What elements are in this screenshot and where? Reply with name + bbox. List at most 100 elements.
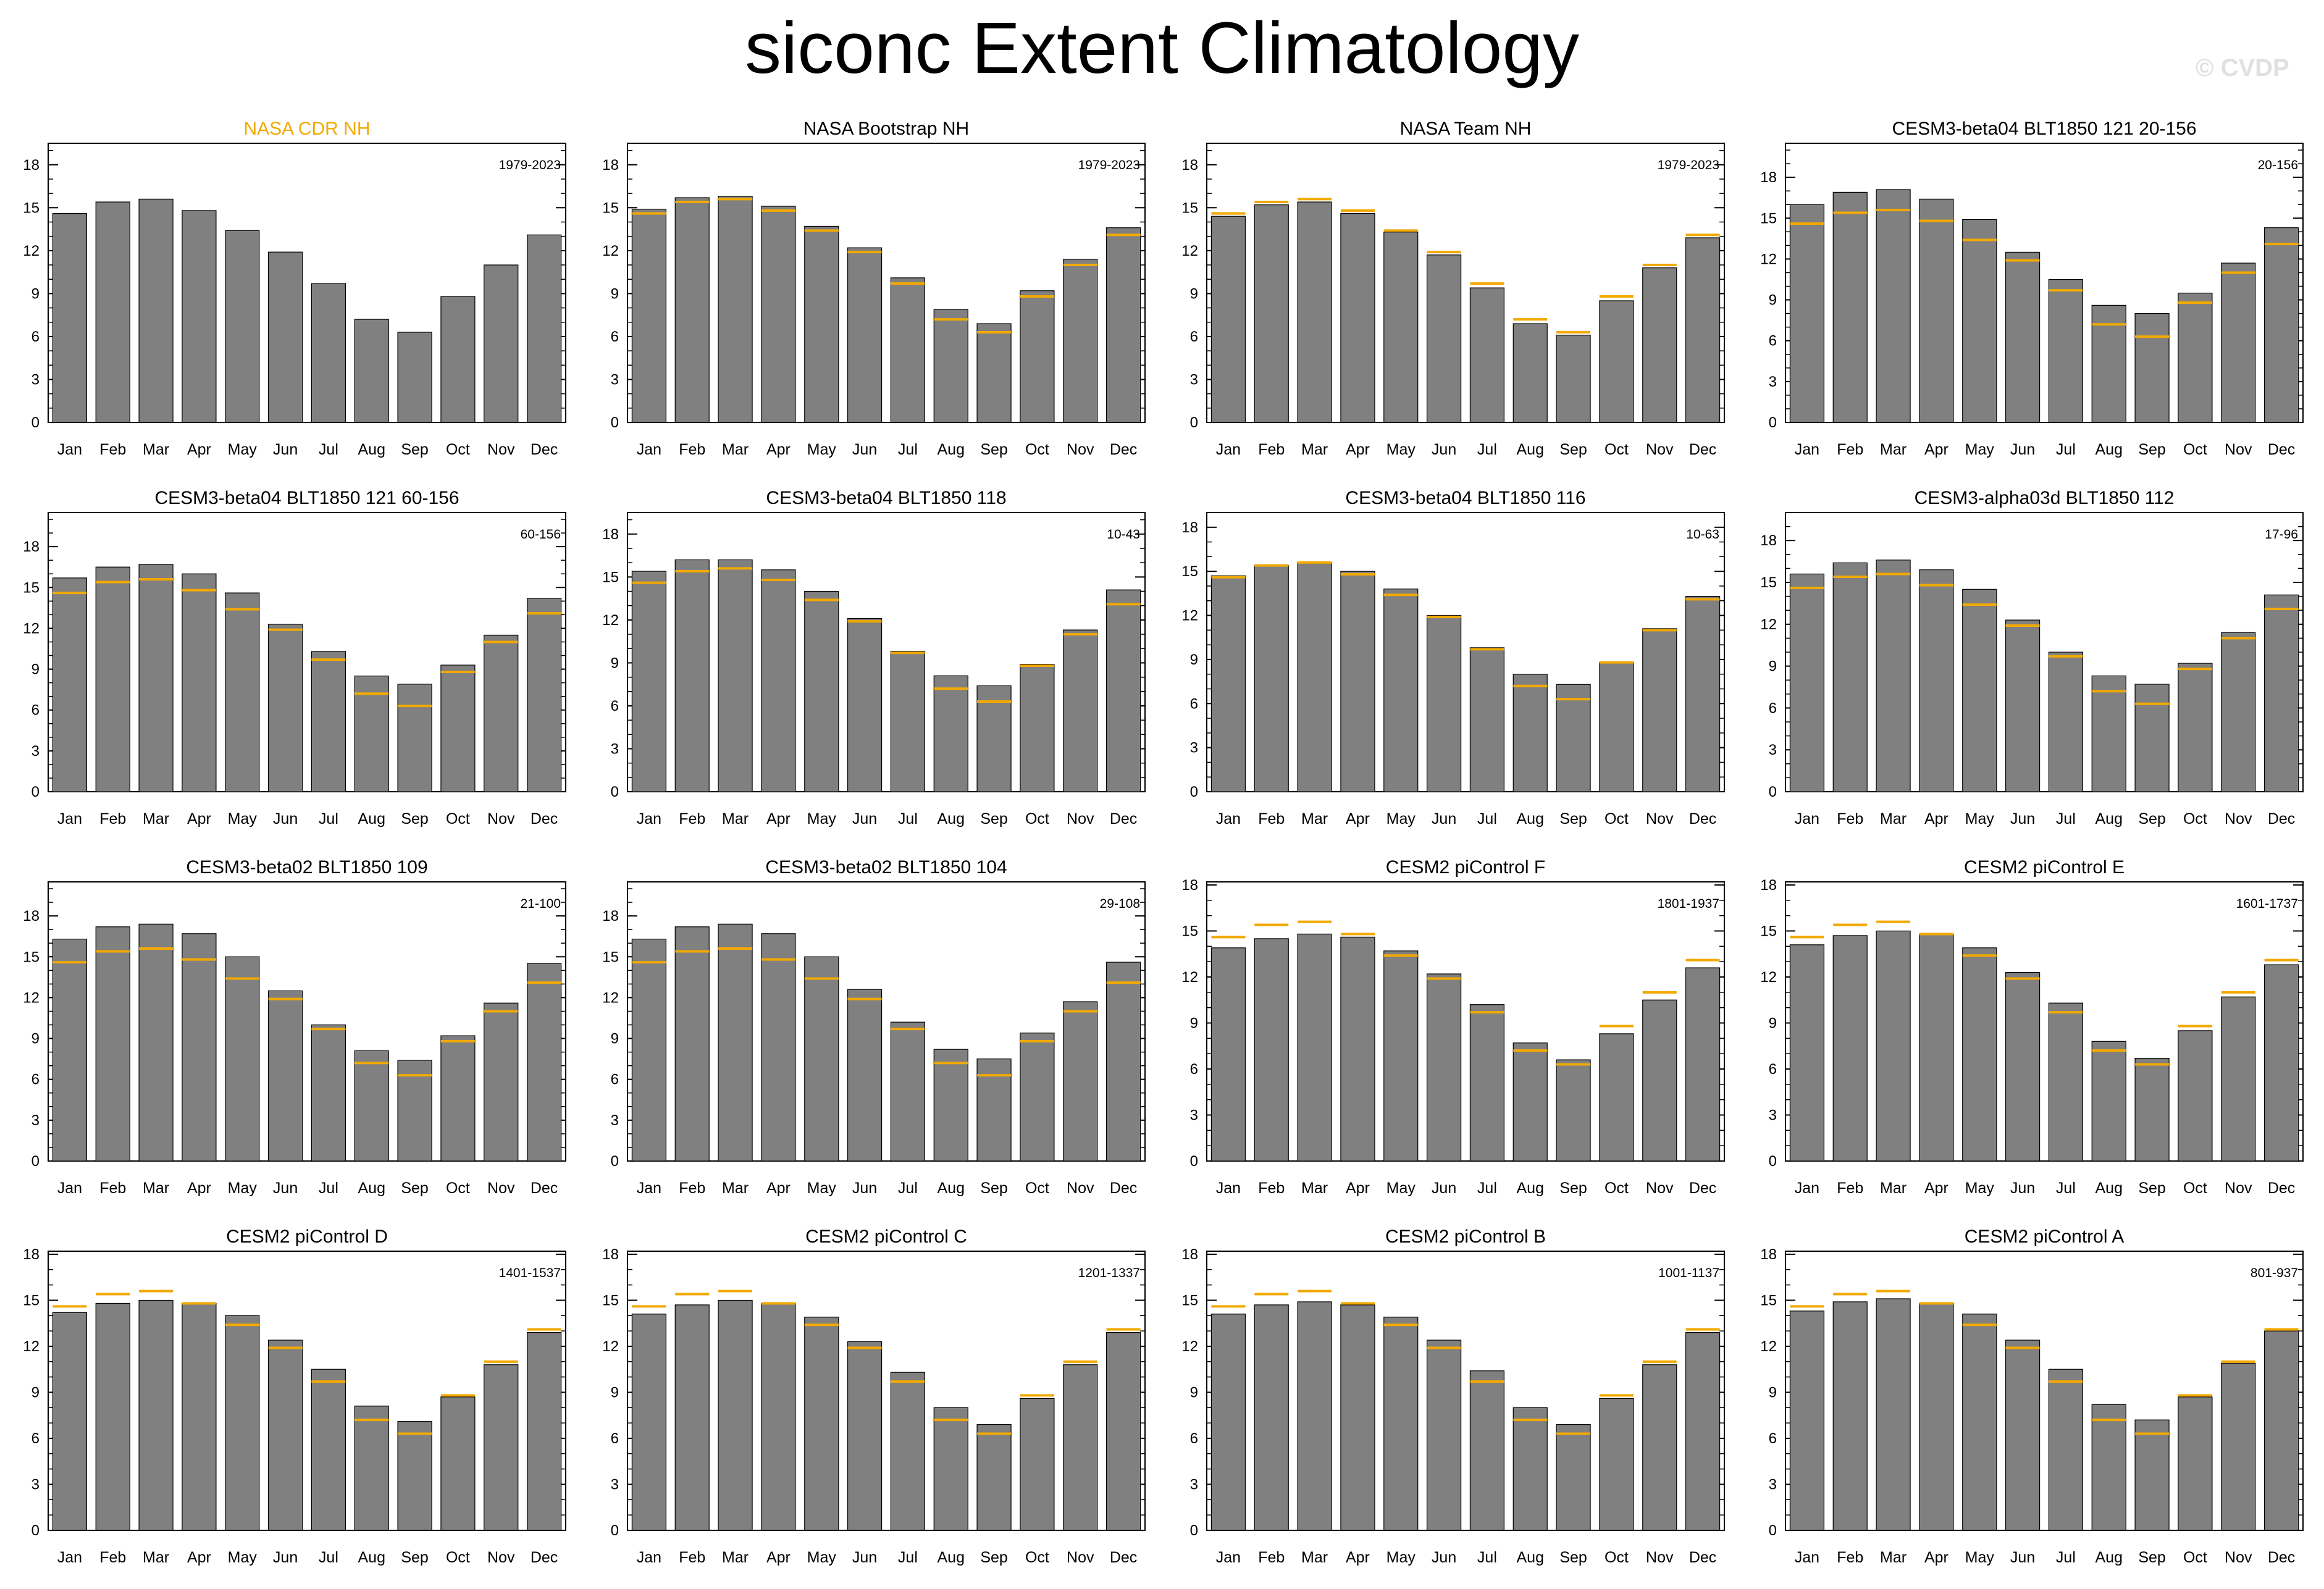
x-tick-label: May: [228, 1180, 258, 1197]
y-tick-label: 0: [611, 414, 619, 431]
x-tick-label: Feb: [99, 1549, 126, 1566]
bar-jun: [267, 1340, 303, 1531]
bar-jan: [1789, 944, 1825, 1162]
y-tick-label: 15: [602, 569, 619, 585]
x-tick-label: Aug: [938, 1180, 965, 1197]
bar-jun: [267, 990, 303, 1162]
y-tick-label: 3: [1190, 1107, 1198, 1123]
y-tick-label: 3: [1190, 371, 1198, 388]
y-tick-label: 6: [1769, 1430, 1777, 1447]
panel-title: NASA Team NH: [1400, 119, 1532, 139]
plot-frame: [627, 512, 1146, 792]
x-tick-label: Jul: [898, 1180, 918, 1197]
x-tick-label: Oct: [446, 441, 470, 458]
bar-jun: [2005, 1340, 2041, 1531]
chart-panel-8: CESM3-alpha03d BLT1850 112 17-96 0 3 6 9 12 15 1…: [1760, 488, 2304, 828]
y-tick-label: 18: [23, 1246, 40, 1263]
y-tick-label: 9: [1769, 1015, 1777, 1031]
y-tick-label: 0: [31, 1522, 40, 1539]
bar-oct: [1020, 664, 1055, 792]
panel-title: CESM3-beta02 BLT1850 109: [186, 857, 427, 878]
x-tick-label: Jan: [1795, 1180, 1819, 1197]
bar-dec: [526, 234, 562, 423]
plot-frame: [1206, 143, 1725, 423]
panel-title: CESM2 piControl F: [1386, 857, 1545, 878]
y-tick-label: 18: [1181, 1246, 1198, 1263]
bar-jun: [1426, 973, 1462, 1162]
x-tick-label: Oct: [2183, 1549, 2207, 1566]
y-tick-label: 12: [1760, 969, 1777, 986]
bar-jan: [631, 209, 667, 423]
bar-nov: [1063, 1001, 1098, 1162]
y-tick-label: 12: [23, 620, 40, 637]
x-tick-label: Feb: [1837, 441, 1863, 458]
x-tick-label: Oct: [1605, 1549, 1629, 1566]
bar-mar: [1876, 189, 1911, 423]
x-tick-label: Jun: [2010, 1549, 2035, 1566]
bar-jul: [890, 277, 926, 423]
panel-title: CESM3-beta04 BLT1850 118: [766, 488, 1006, 508]
x-tick-label: Aug: [2095, 441, 2123, 458]
y-tick-label: 18: [23, 908, 40, 924]
x-tick-label: Mar: [1301, 1180, 1328, 1197]
x-tick-label: May: [1386, 1180, 1416, 1197]
year-range-label: 1801-1937: [1658, 897, 1719, 911]
x-tick-label: Oct: [446, 1180, 470, 1197]
x-tick-label: Apr: [187, 441, 211, 458]
bar-aug: [354, 675, 389, 792]
x-tick-label: Dec: [531, 1180, 558, 1197]
bar-jun: [847, 247, 883, 423]
x-tick-label: Oct: [1025, 441, 1049, 458]
x-tick-label: Jun: [2010, 1180, 2035, 1197]
y-tick-label: 3: [1190, 740, 1198, 757]
x-tick-label: Jul: [1477, 441, 1497, 458]
y-tick-label: 18: [1760, 877, 1777, 894]
bar-jul: [890, 1372, 926, 1531]
bar-feb: [95, 201, 130, 423]
x-tick-label: Jan: [1795, 810, 1819, 828]
panel-title: NASA Bootstrap NH: [803, 119, 969, 139]
x-tick-label: Dec: [1110, 810, 1137, 828]
y-tick-label: 9: [31, 661, 40, 678]
bar-may: [225, 956, 260, 1162]
bar-dec: [1105, 589, 1141, 792]
x-tick-label: Dec: [1689, 810, 1716, 828]
year-range-label: 29-108: [1100, 897, 1140, 911]
bar-feb: [1254, 1304, 1289, 1531]
panel-title: CESM3-alpha03d BLT1850 112: [1915, 488, 2175, 508]
x-tick-label: Sep: [2138, 1549, 2165, 1566]
bar-nov: [1642, 628, 1677, 792]
bar-oct: [2178, 292, 2213, 423]
x-tick-label: Mar: [1301, 441, 1328, 458]
bar-mar: [1297, 201, 1332, 423]
x-tick-label: Jul: [898, 1549, 918, 1566]
x-tick-label: Nov: [487, 441, 515, 458]
x-tick-label: Dec: [1689, 441, 1716, 458]
plot-frame: [1206, 881, 1725, 1162]
panel-title: CESM3-beta02 BLT1850 104: [765, 857, 1007, 878]
y-tick-label: 6: [1190, 695, 1198, 712]
x-tick-label: Mar: [722, 810, 749, 828]
plot-frame: [627, 143, 1146, 423]
x-tick-label: Oct: [1025, 810, 1049, 828]
plot-frame: [48, 1251, 566, 1531]
bar-sep: [397, 1060, 432, 1162]
chart-panel-9: CESM3-beta02 BLT1850 109 21-100 0 3 6 9 12 15 18…: [23, 857, 566, 1197]
bar-jan: [1210, 947, 1246, 1162]
x-tick-label: Jan: [637, 810, 661, 828]
bar-jul: [1469, 647, 1505, 792]
y-tick-label: 15: [602, 949, 619, 965]
y-tick-label: 9: [611, 285, 619, 302]
bar-dec: [526, 598, 562, 792]
bar-dec: [1685, 967, 1721, 1162]
bar-mar: [718, 923, 753, 1162]
x-tick-label: Jul: [319, 1180, 338, 1197]
x-tick-label: Nov: [1646, 441, 1674, 458]
bar-mar: [1876, 1298, 1911, 1531]
bar-mar: [1297, 1301, 1332, 1531]
x-tick-label: Nov: [487, 1549, 515, 1566]
bar-jul: [2048, 279, 2084, 423]
x-tick-label: Jun: [273, 810, 298, 828]
x-tick-label: Feb: [1258, 1549, 1285, 1566]
x-tick-label: Dec: [2268, 1180, 2295, 1197]
